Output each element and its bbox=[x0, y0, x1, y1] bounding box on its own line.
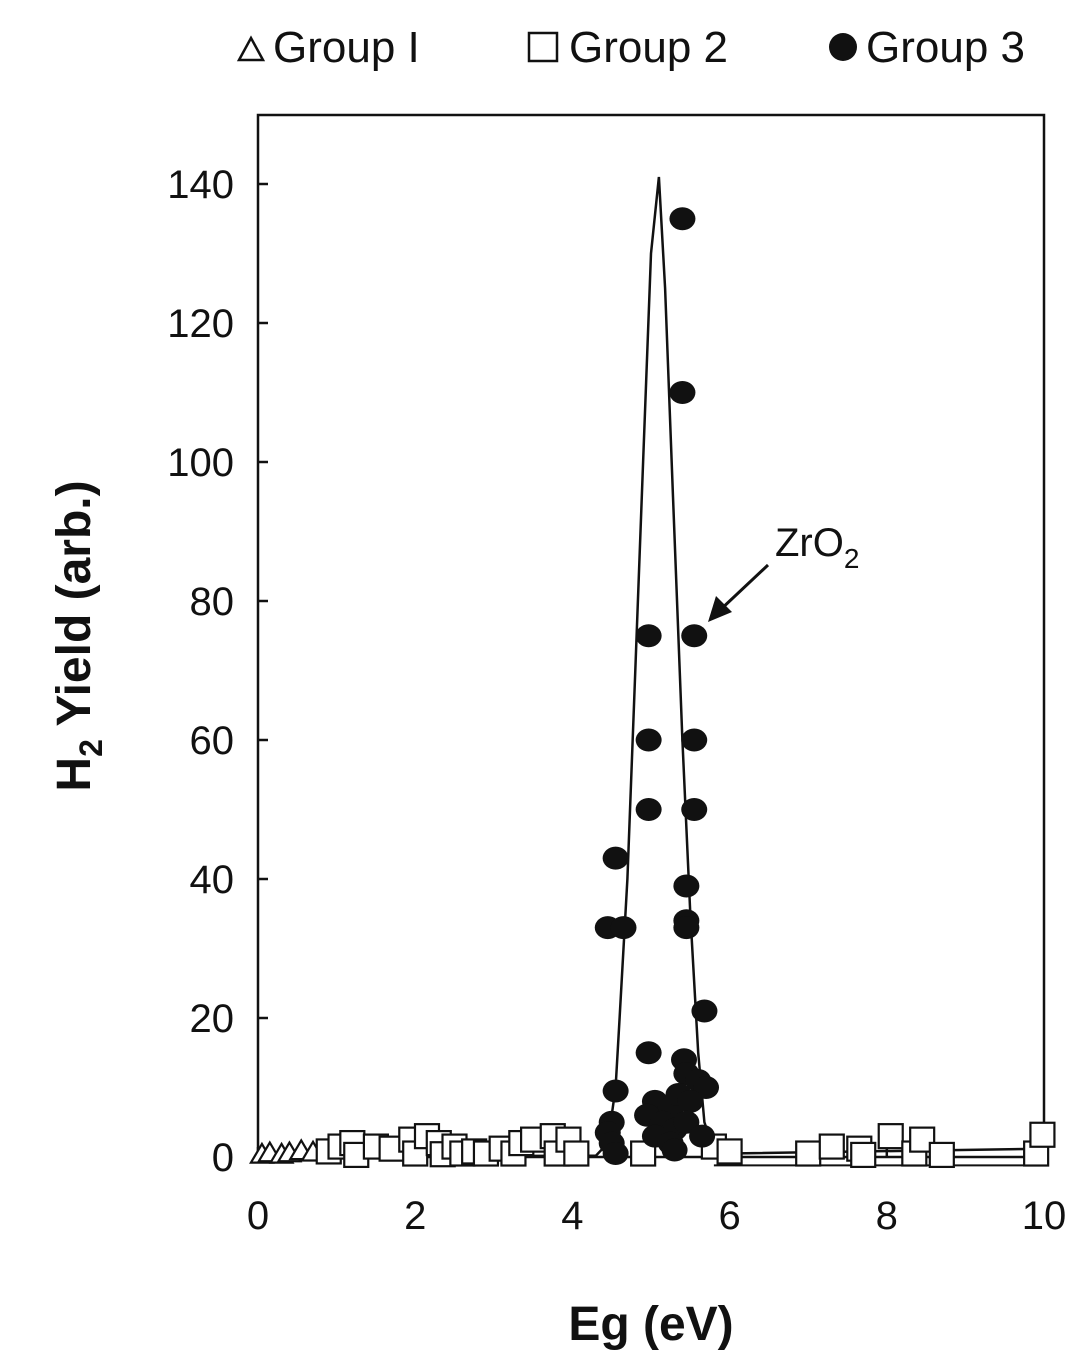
legend-marker-group-2 bbox=[527, 31, 559, 63]
group-3-point bbox=[689, 1124, 716, 1148]
y-axis-title-rest: Yield (arb.) bbox=[48, 480, 101, 739]
group-3-point bbox=[635, 798, 662, 821]
x-tick-label: 6 bbox=[718, 1194, 740, 1238]
group-3-point bbox=[681, 798, 708, 821]
group-3-point bbox=[661, 1138, 688, 1162]
legend-marker-group-3 bbox=[829, 33, 857, 61]
group-3-point bbox=[635, 1041, 662, 1065]
legend-marker-group-1 bbox=[236, 35, 266, 62]
y-tick-label: 60 bbox=[190, 719, 235, 763]
annotation-arrow-line bbox=[716, 563, 770, 614]
group-2-point bbox=[850, 1141, 877, 1169]
annotation-sub: 2 bbox=[844, 543, 860, 574]
x-tick-label: 8 bbox=[876, 1194, 898, 1238]
y-tick-label: 120 bbox=[167, 302, 234, 346]
y-tick-label: 100 bbox=[167, 441, 234, 485]
y-axis-title-sub: 2 bbox=[73, 739, 109, 757]
y-tick-label: 0 bbox=[212, 1136, 234, 1180]
group-3-point bbox=[602, 1079, 629, 1103]
group-3-point bbox=[669, 381, 696, 404]
legend-label-group-3: Group 3 bbox=[866, 23, 1025, 72]
y-tick-label: 20 bbox=[190, 997, 235, 1041]
y-axis-title-main: H bbox=[48, 757, 101, 792]
group-3-point bbox=[681, 728, 708, 752]
legend: Group I Group 2 Group 3 bbox=[236, 23, 1025, 72]
y-tick-label: 40 bbox=[190, 858, 235, 902]
legend-label-group-1: Group I bbox=[273, 23, 420, 72]
legend-label-group-2: Group 2 bbox=[569, 23, 728, 72]
group-3-point bbox=[635, 728, 662, 752]
x-tick-label: 4 bbox=[561, 1194, 583, 1238]
annotation-main: ZrO bbox=[775, 521, 844, 565]
y-axis-title: H2 Yield (arb.) bbox=[48, 480, 109, 791]
group-3-point bbox=[673, 916, 700, 940]
group-3-point bbox=[681, 624, 708, 648]
x-tick-label: 2 bbox=[404, 1194, 426, 1238]
group-3-point bbox=[691, 999, 718, 1023]
x-tick-label: 10 bbox=[1022, 1194, 1067, 1238]
group-2-point bbox=[928, 1141, 955, 1169]
group-3-point bbox=[693, 1076, 720, 1099]
group-3-point bbox=[673, 874, 700, 898]
group-2-point bbox=[1029, 1121, 1056, 1148]
annotation-label: ZrO2 bbox=[775, 521, 859, 574]
annotation-arrow-head bbox=[708, 596, 732, 622]
annotation: ZrO2 bbox=[708, 521, 859, 622]
group-3-point bbox=[602, 1142, 629, 1166]
group-2-point bbox=[818, 1133, 845, 1160]
fit-curve-layer bbox=[257, 176, 1045, 1167]
group-3-point bbox=[669, 207, 696, 231]
x-tick-label: 0 bbox=[247, 1194, 269, 1238]
group-3-point bbox=[602, 846, 629, 870]
group-2-point bbox=[563, 1140, 590, 1167]
x-axis-title: Eg (eV) bbox=[568, 1298, 733, 1351]
group-2-point bbox=[795, 1140, 822, 1167]
group-3-point bbox=[673, 1110, 700, 1134]
group-3-point bbox=[677, 1089, 704, 1113]
group-2-point bbox=[877, 1123, 904, 1150]
group-3-point bbox=[610, 916, 637, 940]
group-3-point bbox=[635, 624, 662, 648]
y-tick-label: 80 bbox=[190, 580, 235, 624]
y-tick-label: 140 bbox=[167, 163, 234, 207]
points-layer bbox=[249, 207, 1056, 1169]
group-2-point bbox=[716, 1138, 743, 1165]
fit-curve bbox=[257, 176, 1045, 1159]
